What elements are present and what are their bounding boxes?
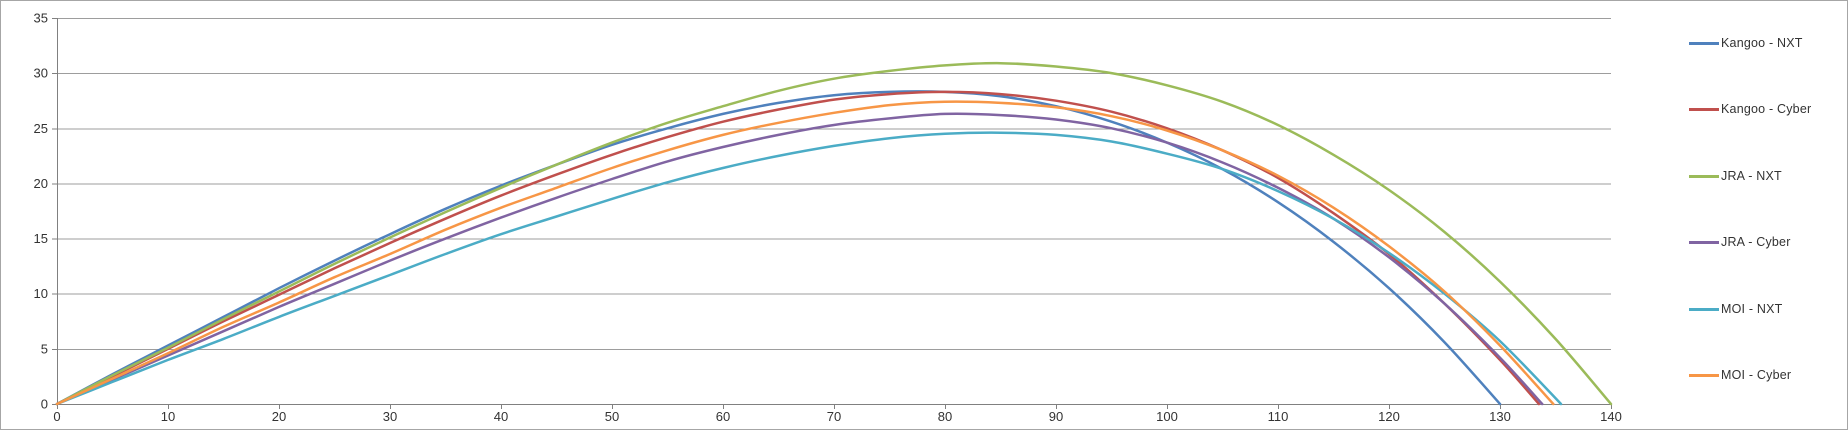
x-tick-label: 40: [494, 409, 508, 424]
legend-label: MOI - Cyber: [1721, 368, 1792, 382]
series-line-kangoo-nxt: [55, 90, 1502, 406]
legend-line-swatch: [1689, 240, 1719, 244]
series-line-moi-cyber: [55, 100, 1555, 406]
series-line-kangoo-cyber: [55, 90, 1541, 406]
legend-item-moi-cyber[interactable]: MOI - Cyber: [1689, 367, 1791, 383]
legend-line-swatch: [1689, 174, 1719, 178]
x-tick-label: 80: [938, 409, 952, 424]
x-tick-label: 70: [827, 409, 841, 424]
y-tick-label: 20: [34, 176, 48, 191]
x-tick-label: 50: [605, 409, 619, 424]
legend-item-jra-cyber[interactable]: JRA - Cyber: [1689, 234, 1791, 250]
legend-item-kangoo-cyber[interactable]: Kangoo - Cyber: [1689, 101, 1811, 117]
legend-label: Kangoo - Cyber: [1721, 102, 1812, 116]
x-tick-label: 120: [1378, 409, 1400, 424]
x-tick-label: 60: [716, 409, 730, 424]
x-tick-label: 110: [1268, 409, 1289, 424]
x-tick-label: 10: [161, 409, 175, 424]
legend-line-swatch: [1689, 107, 1719, 111]
legend-label: JRA - NXT: [1721, 169, 1782, 183]
legend-label: Kangoo - NXT: [1721, 36, 1803, 50]
legend-label: JRA - Cyber: [1721, 235, 1791, 249]
x-tick-label: 30: [383, 409, 397, 424]
y-tick-label: 25: [34, 121, 48, 136]
legend-label: MOI - NXT: [1721, 302, 1783, 316]
legend-item-jra-nxt[interactable]: JRA - NXT: [1689, 168, 1782, 184]
legend: Kangoo - NXT Kangoo - Cyber JRA - NXT JR…: [1689, 1, 1839, 429]
legend-line-swatch: [1689, 307, 1719, 311]
y-tick-label: 10: [34, 286, 48, 301]
legend-line-swatch: [1689, 41, 1719, 45]
series-line-moi-nxt: [55, 131, 1563, 406]
series-line-jra-nxt: [55, 61, 1613, 406]
y-tick-label: 5: [41, 341, 48, 356]
x-tick-label: 100: [1156, 409, 1178, 424]
legend-item-kangoo-nxt[interactable]: Kangoo - NXT: [1689, 35, 1803, 51]
x-tick-label: 20: [272, 409, 286, 424]
x-tick-label: 130: [1489, 409, 1511, 424]
y-tick-label: 35: [34, 11, 48, 26]
y-tick-label: 0: [41, 397, 48, 412]
y-tick-label: 30: [34, 66, 48, 81]
legend-line-swatch: [1689, 373, 1719, 377]
x-tick-label: 90: [1049, 409, 1063, 424]
x-tick-label: 140: [1600, 409, 1622, 424]
x-tick-label: 0: [53, 409, 60, 424]
y-tick-label: 15: [34, 231, 48, 246]
series-line-jra-cyber: [55, 112, 1544, 406]
legend-item-moi-nxt[interactable]: MOI - NXT: [1689, 301, 1783, 317]
